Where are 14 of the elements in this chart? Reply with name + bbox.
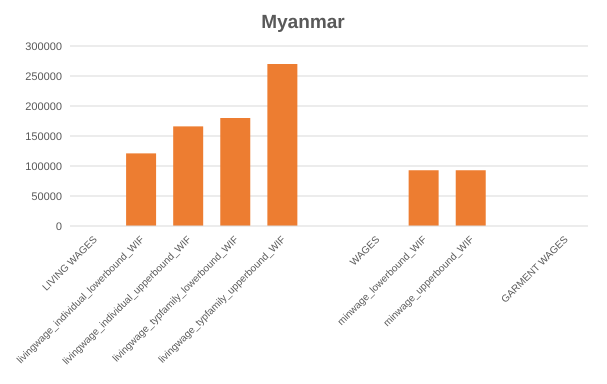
bar — [456, 170, 486, 226]
y-tick-label: 300000 — [25, 40, 62, 53]
bar — [173, 126, 204, 226]
y-tick-label: 250000 — [25, 70, 62, 83]
bar — [126, 153, 156, 226]
bar — [220, 118, 250, 226]
bar — [408, 170, 439, 226]
bar — [267, 64, 298, 226]
y-tick-label: 100000 — [25, 160, 62, 173]
chart-title: Myanmar — [260, 11, 346, 35]
y-tick-label: 50000 — [31, 190, 62, 203]
y-tick-label: 200000 — [25, 100, 62, 113]
y-tick-label: 0 — [56, 220, 62, 233]
y-tick-label: 150000 — [25, 130, 62, 143]
